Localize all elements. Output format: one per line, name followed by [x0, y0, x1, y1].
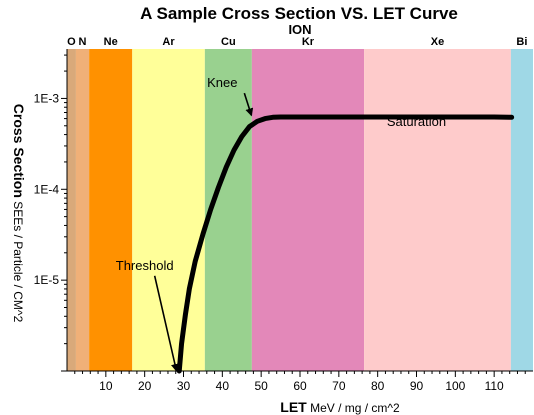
- curve-layer: [176, 114, 515, 374]
- ion-labels: O N Ne Ar Cu Kr Xe Bi: [67, 36, 527, 48]
- x-axis-title: LET MeV / mg / cm^2: [280, 399, 400, 415]
- annotation-threshold: Threshold: [116, 258, 174, 273]
- x-tick-label: 20: [138, 379, 152, 393]
- axes: [61, 49, 533, 377]
- ion-label-ne: Ne: [104, 36, 118, 48]
- ion-label-bi: Bi: [516, 36, 527, 48]
- ion-label-kr: Kr: [302, 36, 315, 48]
- ion-label-ar: Ar: [162, 36, 175, 48]
- cross-section-curve: [176, 114, 515, 374]
- x-tick-label: 90: [410, 379, 424, 393]
- y-tick-labels: 1E-3 1E-4 1E-5: [34, 91, 60, 287]
- y-tick-label: 1E-5: [34, 273, 60, 287]
- y-axis-title-unit: SEEs / Particle / CM^2: [11, 198, 25, 323]
- x-tick-label: 80: [371, 379, 385, 393]
- ion-bands: [67, 49, 533, 371]
- ion-band-kr: [251, 49, 365, 371]
- ion-band-bi: [510, 49, 533, 371]
- x-axis-title-unit: MeV / mg / cm^2: [307, 401, 400, 415]
- y-tick-label: 1E-3: [34, 91, 60, 105]
- x-tick-label: 40: [216, 379, 230, 393]
- x-tick-label: 10: [99, 379, 113, 393]
- x-tick-label: 60: [293, 379, 307, 393]
- ion-label-o: O: [67, 36, 76, 48]
- annotation-knee: Knee: [207, 75, 237, 90]
- x-tick-label: 70: [332, 379, 346, 393]
- annotation-arrow-knee: [243, 92, 254, 117]
- annotation-arrow-threshold: [153, 275, 179, 372]
- annotation-layer: Knee Saturation Threshold: [116, 75, 446, 372]
- x-tick-label: 50: [254, 379, 268, 393]
- y-axis-title: Cross Section SEEs / Particle / CM^2: [11, 104, 27, 323]
- top-axis-title: ION: [288, 22, 311, 37]
- ion-band-ne: [89, 49, 133, 371]
- ion-label-cu: Cu: [221, 36, 236, 48]
- x-axis-title-bold: LET: [280, 399, 307, 415]
- chart-title: A Sample Cross Section VS. LET Curve: [140, 4, 458, 23]
- ion-band-o: [67, 49, 76, 371]
- ion-label-n: N: [79, 36, 87, 48]
- y-axis-title-bold: Cross Section: [11, 104, 27, 198]
- x-tick-labels: 10 20 30 40 50 60 70 80 90 100 110: [99, 379, 504, 393]
- x-tick-label: 100: [445, 379, 465, 393]
- y-tick-label: 1E-4: [34, 182, 60, 196]
- ion-band-ar: [132, 49, 205, 371]
- ion-band-n: [75, 49, 90, 371]
- annotation-saturation: Saturation: [387, 114, 446, 129]
- x-tick-label: 110: [485, 379, 504, 393]
- x-tick-label: 30: [177, 379, 191, 393]
- ion-band-xe: [364, 49, 511, 371]
- ion-label-xe: Xe: [431, 36, 444, 48]
